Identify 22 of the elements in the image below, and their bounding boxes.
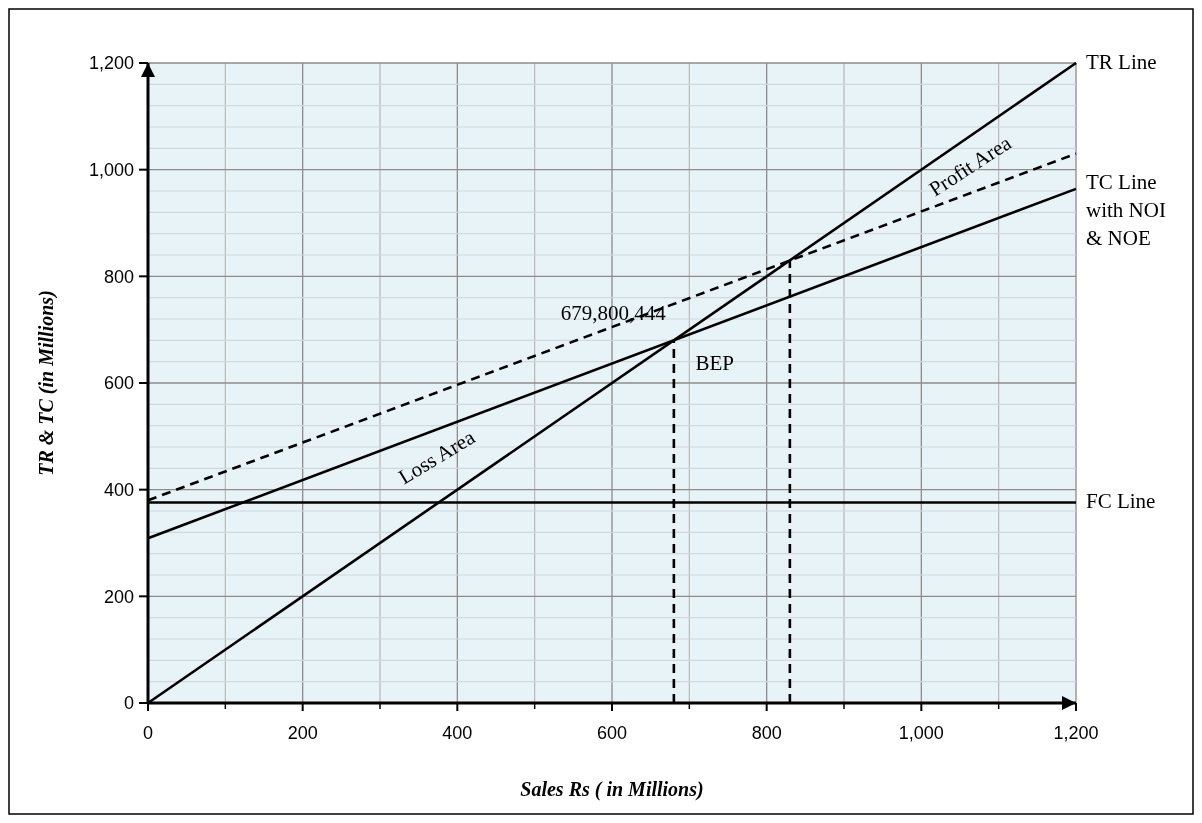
x-axis-title: Sales Rs ( in Millions)	[520, 778, 704, 801]
x-tick-label: 800	[751, 723, 782, 743]
x-tick-label: 1,200	[1053, 723, 1099, 743]
y-tick-label: 600	[103, 373, 134, 394]
series-label: TR Line	[1086, 50, 1157, 74]
y-tick-label: 0	[123, 693, 134, 714]
annotation: Loss Area	[394, 424, 480, 490]
series-label: FC Line	[1086, 489, 1156, 514]
annotation: BEP	[695, 351, 735, 376]
annotation: Profit Area	[924, 130, 1017, 202]
y-tick-label: 200	[103, 586, 134, 607]
y-tick-label: 800	[103, 266, 134, 287]
y-tick-label: 1,000	[88, 159, 134, 180]
x-tick-label: 600	[596, 723, 628, 743]
y-axis-title: TR & TC (in Millions)	[35, 290, 58, 476]
x-tick-label: 200	[287, 723, 318, 743]
x-tick-label: 400	[442, 723, 473, 743]
x-tick-label: 0	[142, 723, 154, 743]
x-tick-label: 1,000	[898, 723, 944, 743]
series-label: TC Line with NOI & NOE	[1086, 169, 1166, 250]
y-tick-label: 1,200	[88, 53, 134, 74]
y-tick-label: 400	[103, 479, 134, 500]
